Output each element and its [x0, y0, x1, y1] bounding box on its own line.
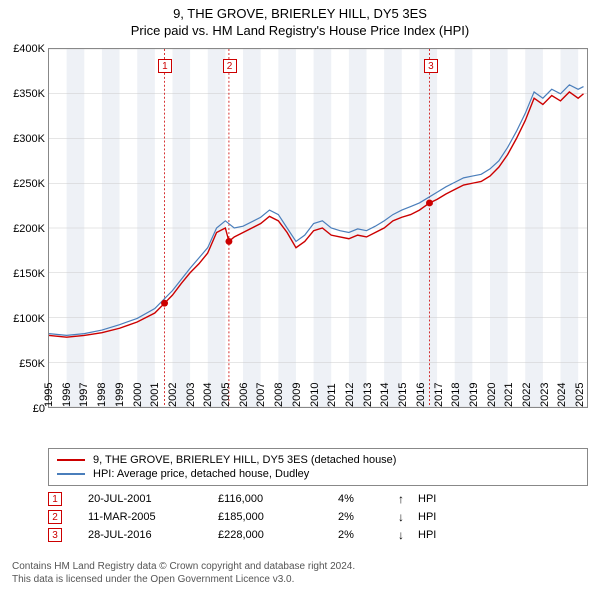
legend-label: HPI: Average price, detached house, Dudl… — [93, 468, 309, 480]
price-chart: £0£50K£100K£150K£200K£250K£300K£350K£400… — [48, 48, 588, 408]
sale-price: £116,000 — [218, 493, 338, 505]
footer-line1: Contains HM Land Registry data © Crown c… — [12, 560, 355, 573]
title-subtitle: Price paid vs. HM Land Registry's House … — [0, 23, 600, 38]
legend-label: 9, THE GROVE, BRIERLEY HILL, DY5 3ES (de… — [93, 454, 396, 466]
sale-marker-flag: 3 — [424, 59, 438, 73]
sales-flag: 2 — [48, 510, 62, 524]
x-axis-label: 2017 — [433, 379, 445, 407]
x-axis-label: 1998 — [96, 379, 108, 407]
legend-swatch — [57, 459, 85, 461]
sale-pct: 4% — [338, 493, 398, 505]
x-axis-label: 2021 — [503, 379, 515, 407]
sale-price: £185,000 — [218, 511, 338, 523]
x-axis-label: 2019 — [468, 379, 480, 407]
x-axis-label: 2012 — [344, 379, 356, 407]
sales-row: 2 11-MAR-2005£185,0002%↓HPI — [48, 508, 588, 526]
y-axis-label: £50K — [19, 358, 49, 370]
x-axis-label: 2022 — [521, 379, 533, 407]
sale-vs-label: HPI — [418, 511, 478, 523]
x-axis-label: 2000 — [132, 379, 144, 407]
y-axis-label: £250K — [13, 178, 49, 190]
sale-vs-label: HPI — [418, 493, 478, 505]
x-axis-label: 1996 — [61, 379, 73, 407]
sale-date: 28-JUL-2016 — [88, 529, 218, 541]
sales-table: 120-JUL-2001£116,0004%↑HPI211-MAR-2005£1… — [48, 490, 588, 544]
sale-vs-label: HPI — [418, 529, 478, 541]
sales-flag: 1 — [48, 492, 62, 506]
x-axis-label: 2018 — [450, 379, 462, 407]
sale-date: 20-JUL-2001 — [88, 493, 218, 505]
x-axis-label: 2011 — [326, 379, 338, 407]
y-axis-label: £100K — [13, 313, 49, 325]
sale-price: £228,000 — [218, 529, 338, 541]
x-axis-label: 2020 — [486, 379, 498, 407]
legend-swatch — [57, 473, 85, 475]
x-axis-label: 2024 — [556, 379, 568, 407]
sale-direction-icon: ↓ — [398, 528, 418, 542]
x-axis-label: 2006 — [238, 379, 250, 407]
x-axis-label: 2008 — [273, 379, 285, 407]
sale-pct: 2% — [338, 511, 398, 523]
y-axis-label: £400K — [13, 43, 49, 55]
x-axis-label: 2023 — [539, 379, 551, 407]
x-axis-label: 2009 — [291, 379, 303, 407]
sale-marker-flag: 1 — [158, 59, 172, 73]
x-axis-label: 2002 — [167, 379, 179, 407]
y-axis-label: £150K — [13, 268, 49, 280]
x-axis-label: 2003 — [185, 379, 197, 407]
x-axis-label: 2001 — [149, 379, 161, 407]
x-axis-label: 1997 — [78, 379, 90, 407]
sales-row: 1 20-JUL-2001£116,0004%↑HPI — [48, 490, 588, 508]
x-axis-label: 2007 — [255, 379, 267, 407]
sale-pct: 2% — [338, 529, 398, 541]
x-axis-label: 1995 — [43, 379, 55, 407]
sale-direction-icon: ↑ — [398, 492, 418, 506]
title-address: 9, THE GROVE, BRIERLEY HILL, DY5 3ES — [0, 6, 600, 21]
attribution-footer: Contains HM Land Registry data © Crown c… — [12, 560, 355, 586]
x-axis-label: 2010 — [309, 379, 321, 407]
sales-flag: 3 — [48, 528, 62, 542]
chart-title-block: 9, THE GROVE, BRIERLEY HILL, DY5 3ES Pri… — [0, 0, 600, 42]
x-axis-label: 2014 — [379, 379, 391, 407]
legend-row: HPI: Average price, detached house, Dudl… — [57, 467, 579, 481]
y-axis-label: £300K — [13, 133, 49, 145]
x-axis-label: 2025 — [574, 379, 586, 407]
y-axis-label: £350K — [13, 88, 49, 100]
sales-row: 3 28-JUL-2016£228,0002%↓HPI — [48, 526, 588, 544]
sale-direction-icon: ↓ — [398, 510, 418, 524]
x-axis-label: 2016 — [415, 379, 427, 407]
x-axis-label: 2013 — [362, 379, 374, 407]
y-axis-label: £200K — [13, 223, 49, 235]
x-axis-label: 2015 — [397, 379, 409, 407]
x-axis-label: 2004 — [202, 379, 214, 407]
footer-line2: This data is licensed under the Open Gov… — [12, 573, 355, 586]
x-axis-label: 2005 — [220, 379, 232, 407]
legend-row: 9, THE GROVE, BRIERLEY HILL, DY5 3ES (de… — [57, 453, 579, 467]
sale-date: 11-MAR-2005 — [88, 511, 218, 523]
sale-marker-flag: 2 — [223, 59, 237, 73]
chart-legend: 9, THE GROVE, BRIERLEY HILL, DY5 3ES (de… — [48, 448, 588, 486]
x-axis-label: 1999 — [114, 379, 126, 407]
